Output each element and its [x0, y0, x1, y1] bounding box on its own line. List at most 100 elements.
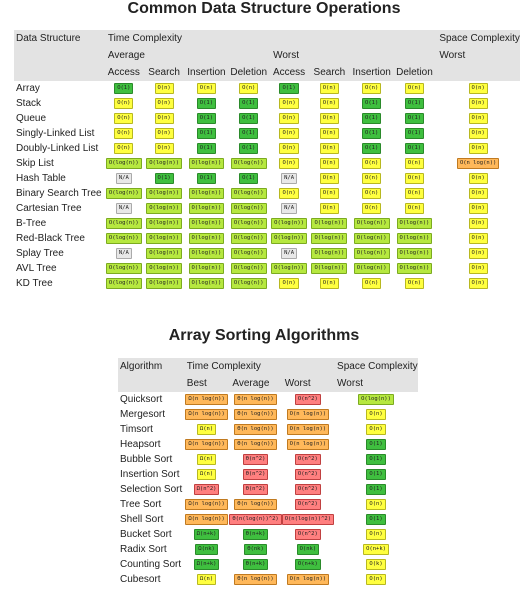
table-row: AVL Tree O(log(n)) O(log(n)) O(log(n)) O(log… [14, 261, 520, 276]
complexity-cell: Ω(n log(n)) [184, 407, 230, 422]
complexity-cell: O(1) [227, 171, 270, 186]
complexity-cell: O(n) [308, 111, 351, 126]
complexity-badge: O(n^2) [294, 528, 321, 540]
complexity-cell: O(n) [393, 171, 437, 186]
complexity-cell: O(1) [227, 126, 270, 141]
complexity-cell: O(n) [105, 141, 143, 156]
complexity-cell: O(n^2) [282, 392, 334, 407]
complexity-cell: O(n) [334, 407, 418, 422]
complexity-cell: O(n) [393, 201, 437, 216]
complexity-badge: N/A [115, 247, 132, 259]
complexity-badge: O(n) [154, 127, 174, 139]
complexity-cell: Θ(n+k) [229, 557, 281, 572]
complexity-badge: O(n) [279, 277, 299, 289]
table-row: Bubble Sort Ω(n) Θ(n^2) O(n^2) O(1) [118, 452, 418, 467]
complexity-badge: O(n) [366, 573, 386, 585]
complexity-badge: O(n) [366, 423, 386, 435]
complexity-cell: Θ(n log(n)) [229, 572, 281, 587]
complexity-badge: Θ(n log(n)) [234, 408, 277, 420]
complexity-badge: O(n) [362, 172, 382, 184]
complexity-badge: O(1) [366, 468, 386, 480]
table-row: Mergesort Ω(n log(n)) Θ(n log(n)) O(n log(n… [118, 407, 418, 422]
complexity-cell: O(n) [436, 201, 520, 216]
complexity-cell: O(n) [436, 126, 520, 141]
complexity-badge: O(1) [366, 513, 386, 525]
complexity-cell: N/A [105, 201, 143, 216]
complexity-cell: N/A [270, 246, 308, 261]
complexity-badge: O(n) [319, 142, 339, 154]
table-row: KD Tree O(log(n)) O(log(n)) O(log(n)) O(log(… [14, 276, 520, 291]
complexity-cell: Ω(n^2) [184, 482, 230, 497]
header-time-complexity: Time Complexity [104, 30, 437, 47]
row-label: Bucket Sort [120, 529, 172, 540]
row-label: Timsort [120, 424, 153, 435]
complexity-badge: O(n+k) [363, 543, 389, 555]
row-label: Doubly-Linked List [16, 143, 99, 154]
page-title-data-structures: Common Data Structure Operations [127, 0, 401, 17]
row-label: Radix Sort [120, 544, 167, 555]
complexity-badge: O(log(n)) [146, 232, 183, 244]
complexity-cell: Ω(n log(n)) [184, 512, 230, 527]
complexity-cell: O(log(n)) [227, 186, 270, 201]
complexity-cell: O(log(n)) [185, 231, 227, 246]
complexity-badge: Θ(nk) [244, 543, 267, 555]
complexity-badge: O(log(n)) [188, 247, 225, 259]
complexity-badge: O(n^2) [294, 393, 321, 405]
complexity-badge: O(n) [279, 142, 299, 154]
complexity-badge: O(log(n)) [105, 262, 142, 274]
complexity-cell: O(n) [227, 81, 270, 96]
complexity-badge: O(1) [239, 112, 259, 124]
complexity-badge: O(1) [366, 483, 386, 495]
complexity-cell: O(n) [270, 126, 308, 141]
complexity-badge: O(n) [404, 187, 425, 199]
complexity-badge: Θ(n log(n)) [234, 438, 277, 450]
complexity-cell: O(log(n)) [393, 216, 437, 231]
complexity-badge: O(1) [196, 142, 217, 154]
complexity-badge: Θ(n^2) [242, 453, 269, 465]
complexity-badge: O(n) [319, 202, 339, 214]
complexity-cell: O(n) [185, 81, 227, 96]
row-label: Red-Black Tree [16, 233, 85, 244]
complexity-cell: O(n) [308, 171, 351, 186]
row-label: AVL Tree [16, 263, 57, 274]
complexity-badge: O(n) [362, 82, 382, 94]
complexity-badge: O(n) [319, 82, 339, 94]
complexity-badge: O(n(log(n))^2) [281, 513, 335, 525]
header-op: Search [308, 64, 351, 81]
complexity-badge: O(1) [196, 97, 217, 109]
complexity-badge: O(n^2) [294, 483, 321, 495]
complexity-badge: O(n) [279, 97, 299, 109]
complexity-cell: O(n) [436, 141, 520, 156]
complexity-badge: O(1) [404, 127, 425, 139]
complexity-cell: O(1) [334, 467, 418, 482]
complexity-badge: O(n) [366, 498, 386, 510]
complexity-badge: O(n) [319, 187, 339, 199]
complexity-cell: O(n) [436, 231, 520, 246]
complexity-badge: O(log(n)) [105, 187, 142, 199]
complexity-cell: O(1) [334, 512, 418, 527]
complexity-badge: O(n) [279, 157, 299, 169]
header-sort-time-complexity: Time Complexity [183, 358, 335, 375]
page-title-sorting: Array Sorting Algorithms [168, 327, 360, 344]
complexity-cell: O(n) [436, 216, 520, 231]
row-label: Tree Sort [120, 499, 162, 510]
complexity-badge: O(1) [239, 172, 259, 184]
table-row: B-Tree O(log(n)) O(log(n)) O(log(n)) O(log(n… [14, 216, 520, 231]
complexity-badge: O(n) [279, 112, 299, 124]
complexity-badge: Ω(n^2) [193, 483, 220, 495]
complexity-cell: O(n) [308, 201, 351, 216]
complexity-cell: O(1) [393, 111, 437, 126]
complexity-badge: O(n) [154, 112, 174, 124]
complexity-cell: O(log(n)) [143, 156, 186, 171]
complexity-badge: Θ(n(log(n))^2) [229, 513, 282, 525]
complexity-cell: O(n) [143, 96, 186, 111]
complexity-cell: O(log(n)) [185, 276, 227, 291]
header-op: Search [142, 64, 186, 81]
complexity-badge: O(log(n)) [230, 277, 267, 289]
complexity-badge: Ω(n log(n)) [185, 408, 228, 420]
complexity-badge: O(log(n)) [146, 187, 183, 199]
complexity-badge: O(1) [239, 142, 259, 154]
complexity-cell: Θ(n(log(n))^2) [229, 512, 282, 527]
complexity-cell: O(log(n)) [227, 246, 270, 261]
complexity-cell: O(log(n)) [227, 276, 270, 291]
